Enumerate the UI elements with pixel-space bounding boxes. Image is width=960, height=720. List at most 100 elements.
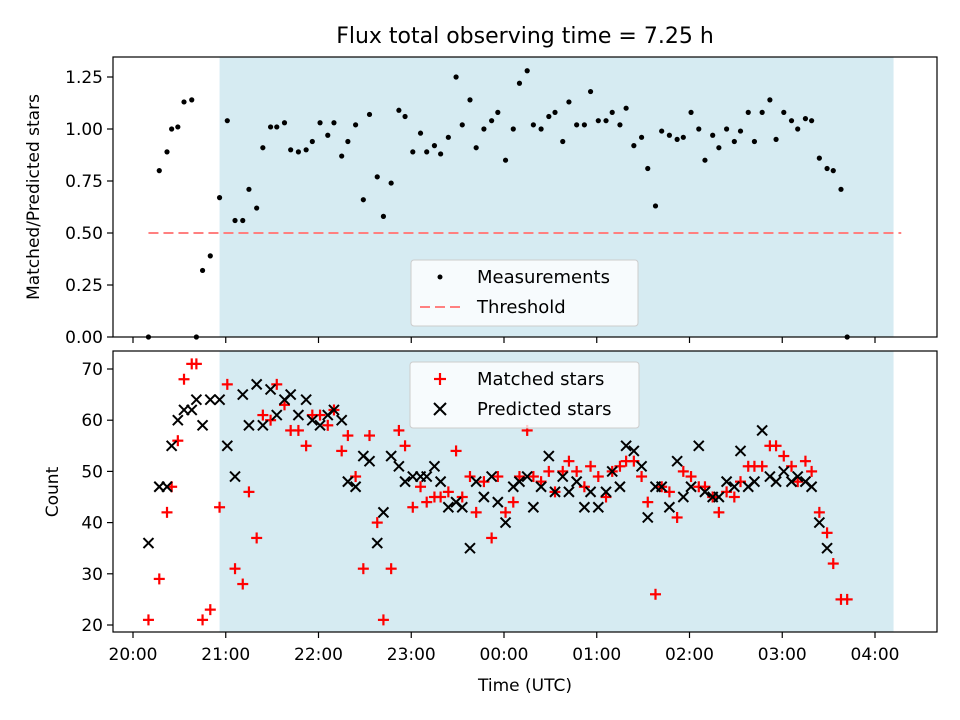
y-tick-label: 0.50 — [65, 224, 103, 244]
measurement-point — [674, 136, 680, 142]
matched-star-point — [153, 573, 165, 585]
matched-star-point — [415, 481, 427, 493]
matched-star-point — [407, 501, 419, 513]
measurement-point — [156, 168, 162, 174]
x-tick-label: 02:00 — [665, 645, 714, 665]
matched-star-point — [486, 532, 498, 544]
measurement-point — [288, 147, 294, 153]
predicted-star-point — [543, 450, 555, 462]
x-tick-label: 23:00 — [387, 645, 436, 665]
predicted-star-point — [642, 511, 654, 524]
matched-star-point — [827, 558, 839, 570]
y-tick-label: 60 — [81, 411, 103, 431]
matched-star-point — [507, 496, 519, 508]
measurement-point — [795, 126, 801, 132]
measurement-point — [510, 126, 516, 132]
measurement-point — [530, 122, 536, 128]
matched-star-point — [278, 399, 290, 411]
legend-measurements-label: Measurements — [477, 267, 610, 288]
measurement-point — [366, 111, 373, 118]
measurement-point — [696, 126, 702, 132]
predicted-star-point — [300, 394, 312, 406]
predicted-star-point — [485, 470, 498, 483]
predicted-star-point — [549, 486, 561, 498]
measurement-point — [481, 126, 487, 132]
predicted-star-point — [728, 481, 741, 493]
measurement-point — [267, 124, 274, 130]
predicted-star-point — [243, 419, 255, 432]
legend-measurements-marker — [437, 274, 443, 280]
predicted-star-point — [792, 470, 804, 483]
predicted-star-point — [713, 491, 725, 503]
measurement-point — [438, 151, 444, 157]
matched-star-point — [585, 460, 597, 472]
matched-star-point — [190, 358, 202, 370]
matched-star-point — [642, 496, 654, 508]
matched-star-point — [543, 465, 555, 477]
measurement-point — [374, 174, 380, 180]
matched-star-point — [271, 378, 283, 390]
y-tick-label: 30 — [81, 565, 103, 585]
y-tick-label: 1.25 — [65, 68, 103, 88]
measurement-point — [816, 155, 822, 161]
matched-star-point — [728, 491, 740, 503]
measurement-point — [388, 180, 394, 186]
top-y-ticks: 0.00 0.25 0.50 0.75 1.00 1.25 — [65, 68, 113, 348]
predicted-star-point — [720, 475, 733, 488]
measurement-point — [652, 203, 659, 209]
measurement-point — [560, 138, 566, 145]
matched-star-point — [535, 476, 547, 488]
measurement-point — [232, 217, 238, 224]
legend-predicted-marker — [433, 402, 447, 416]
measurement-point — [603, 118, 609, 124]
predicted-star-point — [250, 378, 263, 391]
measurement-point — [631, 143, 637, 149]
matched-star-point — [178, 373, 190, 385]
matched-star-point — [500, 506, 512, 518]
y-tick-label: 40 — [81, 514, 103, 534]
measurement-points — [145, 68, 850, 340]
measurement-point — [207, 253, 213, 259]
chart-title: Flux total observing time = 7.25 h — [336, 24, 714, 49]
x-tick-label: 22:00 — [294, 645, 343, 665]
predicted-star-point — [363, 455, 376, 467]
predicted-star-point — [570, 475, 583, 488]
matched-star-point — [142, 614, 154, 626]
predicted-star-point — [557, 470, 569, 483]
matched-star-point — [221, 378, 233, 390]
predicted-star-point — [142, 537, 155, 549]
predicted-star-point — [778, 465, 790, 478]
matched-star-point — [357, 563, 369, 575]
measurement-point — [295, 149, 302, 155]
measurement-point — [317, 120, 323, 126]
predicted-star-point — [428, 460, 441, 472]
measurement-point — [566, 99, 572, 105]
predicted-star-point — [237, 388, 249, 401]
predicted-star-points — [142, 378, 833, 554]
predicted-star-point — [478, 491, 490, 503]
predicted-star-point — [663, 501, 676, 513]
measurement-point — [809, 118, 815, 124]
predicted-star-point — [456, 501, 468, 513]
legend-matched-label: Matched stars — [477, 369, 604, 390]
predicted-star-point — [257, 419, 269, 432]
measurement-point — [802, 116, 809, 122]
matched-star-point — [557, 465, 569, 477]
predicted-star-point — [335, 414, 348, 426]
matched-star-point — [161, 506, 173, 518]
matched-star-point — [677, 465, 689, 477]
measurement-point — [767, 97, 773, 103]
matched-star-point — [251, 532, 263, 544]
bottom-legend-box — [409, 361, 640, 429]
measurement-point — [331, 120, 337, 126]
matched-star-point — [435, 491, 447, 503]
bottom-axes-frame — [112, 350, 938, 633]
y-tick-label: 0.75 — [65, 172, 103, 192]
predicted-star-point — [229, 470, 241, 483]
matched-star-point — [377, 614, 389, 626]
predicted-star-point — [464, 542, 476, 554]
predicted-star-point — [186, 404, 198, 416]
matched-star-point — [450, 445, 462, 457]
predicted-star-point — [399, 475, 411, 488]
matched-star-point — [492, 471, 504, 483]
